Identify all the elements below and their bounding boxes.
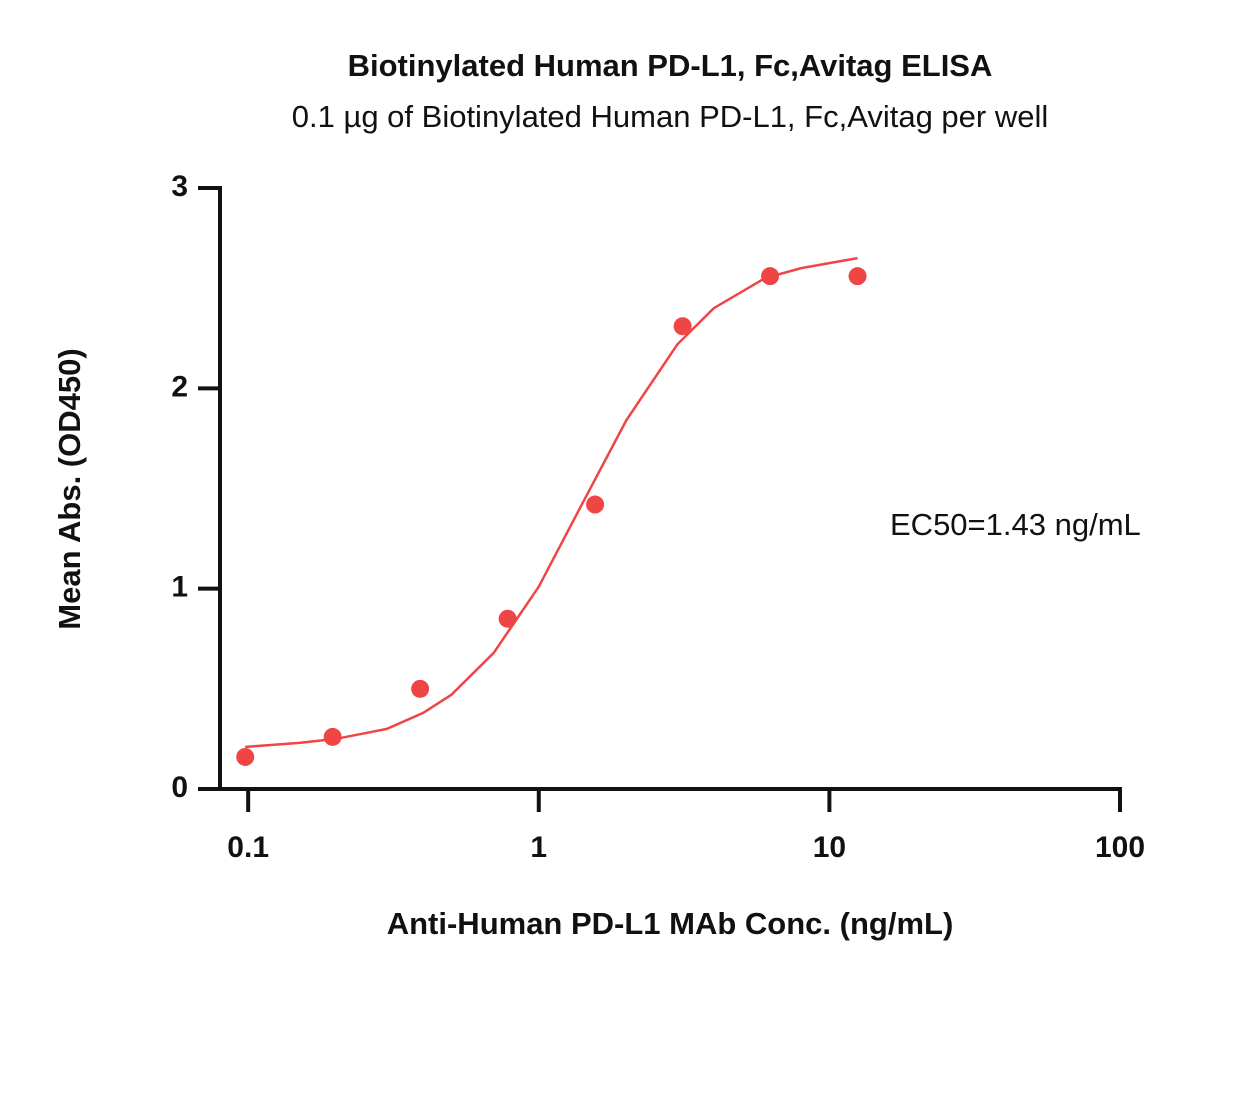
chart-title: Biotinylated Human PD-L1, Fc,Avitag ELIS… [348, 48, 993, 83]
x-tick-label: 0.1 [227, 831, 269, 864]
y-tick-label: 3 [171, 170, 188, 203]
y-tick-label: 2 [171, 370, 188, 403]
chart-subtitle: 0.1 µg of Biotinylated Human PD-L1, Fc,A… [292, 99, 1049, 134]
data-point [323, 727, 342, 746]
data-point [586, 495, 605, 514]
y-tick-label: 1 [171, 571, 188, 604]
y-tick-label: 0 [171, 771, 188, 804]
fit-curve [245, 256, 858, 749]
data-point [498, 609, 517, 628]
data-point [673, 317, 692, 336]
data-point [848, 267, 867, 286]
x-axis-label: Anti-Human PD-L1 MAb Conc. (ng/mL) [387, 906, 954, 941]
x-tick-label: 100 [1095, 831, 1145, 864]
annotation: EC50=1.43 ng/mL [890, 507, 1141, 542]
x-tick-label: 10 [813, 831, 846, 864]
data-point [411, 679, 430, 698]
data-point [236, 747, 255, 766]
x-tick-label: 1 [530, 831, 547, 864]
y-axis-label: Mean Abs. (OD450) [52, 348, 87, 629]
